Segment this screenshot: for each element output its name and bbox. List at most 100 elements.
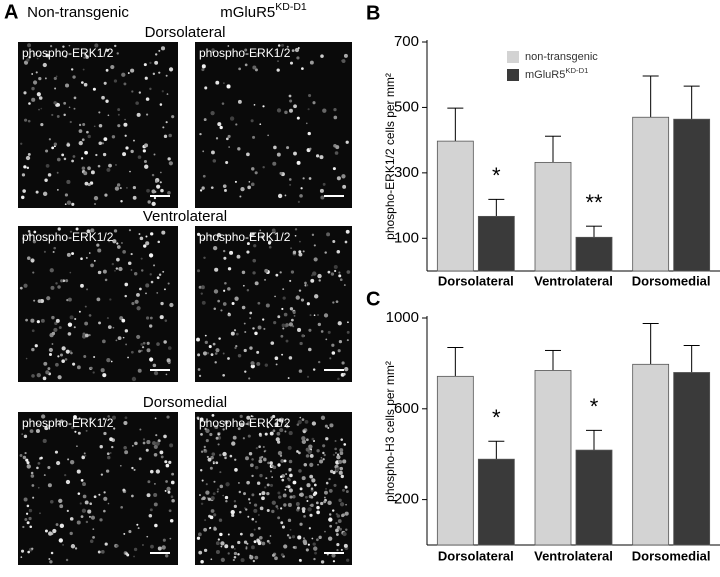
cell — [150, 544, 154, 549]
cell — [248, 498, 251, 501]
cell — [245, 546, 248, 549]
cell — [320, 330, 324, 333]
cell — [296, 450, 299, 453]
cell — [278, 495, 282, 499]
cell — [197, 353, 201, 357]
cell — [104, 193, 108, 197]
cell — [217, 443, 220, 446]
cell — [237, 354, 242, 358]
cell — [283, 503, 287, 507]
cell — [160, 46, 166, 51]
cell — [272, 414, 276, 419]
cell — [84, 333, 89, 338]
cell — [86, 130, 89, 134]
cell — [167, 346, 172, 350]
cell — [47, 424, 51, 428]
cell — [158, 71, 161, 74]
cell — [80, 157, 84, 160]
cell — [64, 83, 70, 88]
x-tick-label: Dorsolateral — [438, 548, 514, 563]
cell — [218, 453, 222, 457]
cell — [286, 534, 290, 537]
cell — [292, 250, 297, 255]
cell — [154, 60, 159, 65]
cell — [26, 464, 31, 469]
cell — [313, 557, 316, 561]
cell — [339, 451, 344, 456]
cell — [282, 493, 287, 498]
cell — [210, 111, 215, 116]
cell — [246, 242, 250, 246]
cell — [29, 525, 33, 529]
cell — [332, 240, 336, 243]
cell — [30, 474, 35, 478]
cell — [137, 527, 140, 530]
cell — [105, 48, 109, 52]
cell — [31, 329, 35, 333]
cell — [58, 538, 63, 543]
cell — [35, 422, 38, 425]
cell — [76, 365, 81, 370]
cell — [142, 438, 146, 441]
cell — [120, 241, 123, 244]
cell — [216, 490, 219, 493]
cell — [224, 544, 229, 549]
cell — [290, 270, 295, 274]
cell — [40, 123, 44, 127]
cell — [142, 341, 146, 345]
cell — [87, 182, 91, 187]
cell — [44, 529, 48, 533]
cell — [26, 504, 30, 508]
cell — [335, 300, 339, 304]
cell — [294, 47, 300, 53]
cell — [53, 101, 57, 105]
cell — [25, 318, 28, 322]
cell — [84, 321, 89, 326]
cell — [305, 284, 309, 287]
row-title: Ventrolateral — [143, 208, 227, 225]
cell — [243, 492, 246, 496]
cell — [283, 459, 287, 463]
cell — [303, 463, 308, 467]
cell — [47, 465, 51, 470]
cell — [169, 537, 172, 540]
cell — [223, 249, 226, 253]
cell — [239, 422, 244, 427]
cell — [149, 61, 152, 64]
cell — [40, 456, 43, 460]
cell — [155, 441, 160, 446]
cell — [223, 289, 226, 292]
cell — [311, 437, 315, 441]
cell — [78, 140, 83, 146]
cell — [148, 324, 153, 328]
cell — [261, 496, 265, 501]
cell — [217, 299, 221, 303]
cell — [98, 111, 101, 114]
cell — [98, 124, 103, 128]
cell — [331, 343, 335, 347]
cell — [205, 439, 209, 443]
cell — [22, 525, 25, 529]
cell — [287, 502, 292, 507]
cell — [258, 445, 261, 448]
cell — [133, 555, 135, 558]
cell — [263, 327, 266, 330]
cell — [110, 64, 115, 70]
cell — [257, 541, 262, 546]
cell — [133, 468, 136, 471]
cell — [109, 298, 112, 301]
cell — [203, 548, 208, 553]
cell — [164, 460, 168, 464]
cell — [309, 314, 312, 317]
cell — [108, 163, 112, 168]
cell — [56, 115, 60, 118]
cell — [93, 259, 96, 262]
cell — [122, 488, 126, 492]
cell — [133, 139, 135, 142]
cell — [336, 514, 341, 518]
y-tick-label: 300 — [394, 164, 419, 181]
cell — [146, 535, 149, 538]
cell — [33, 230, 37, 234]
cell — [84, 181, 89, 186]
cell — [286, 45, 289, 48]
